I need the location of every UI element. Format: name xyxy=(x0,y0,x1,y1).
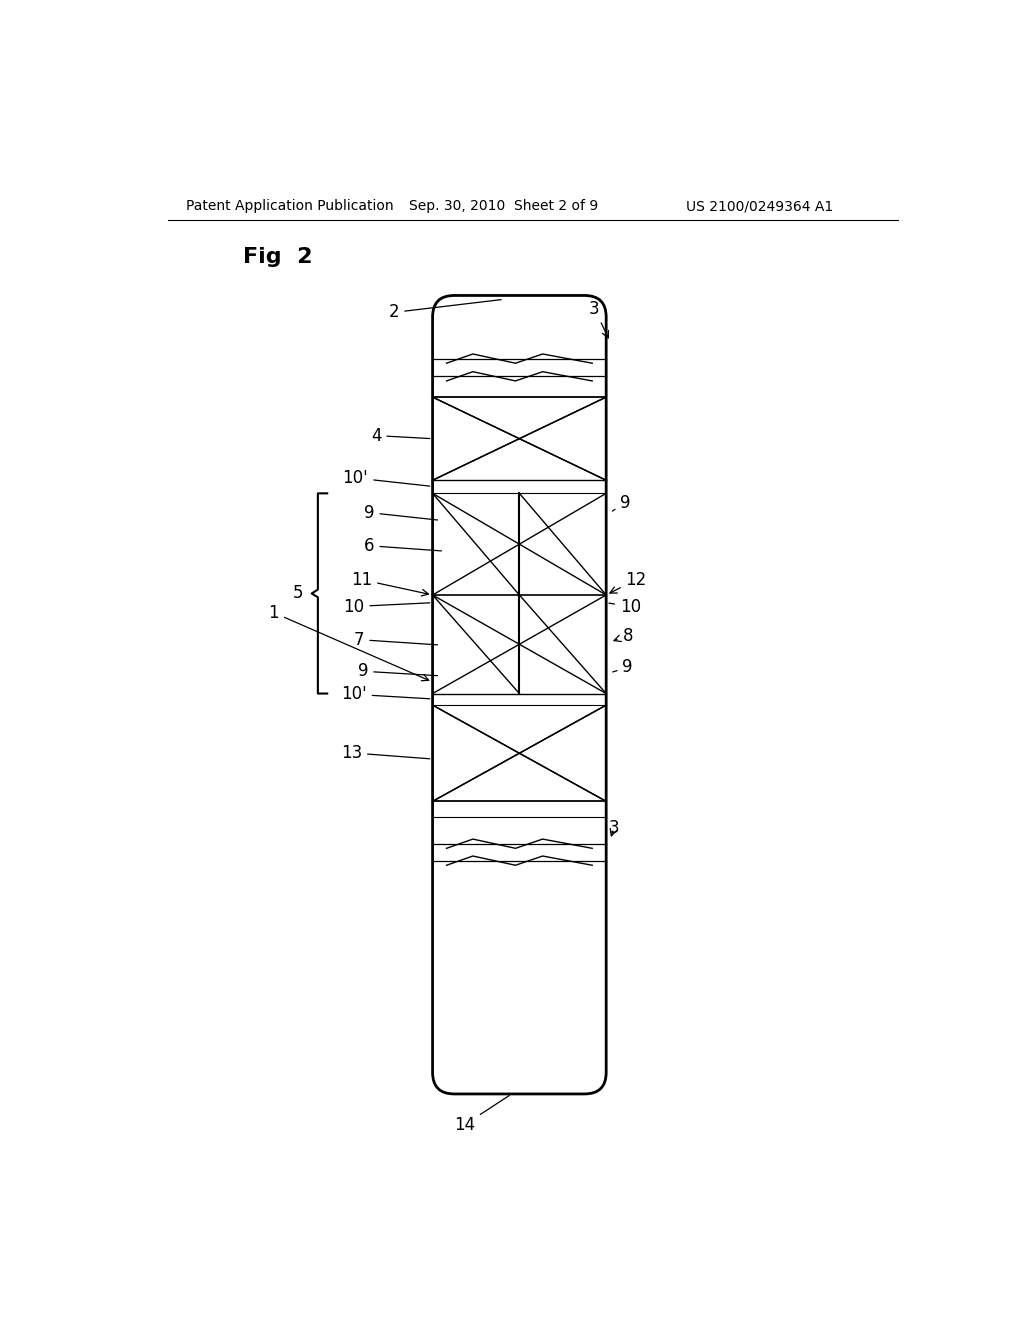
Text: 9: 9 xyxy=(357,663,437,680)
Text: 10': 10' xyxy=(342,469,430,487)
Text: 9: 9 xyxy=(612,659,633,676)
Text: 3: 3 xyxy=(608,820,620,837)
Text: 13: 13 xyxy=(341,744,430,762)
Text: 2: 2 xyxy=(389,300,501,321)
Text: 9: 9 xyxy=(364,504,437,521)
Text: 8: 8 xyxy=(614,627,633,644)
Text: 6: 6 xyxy=(364,537,441,554)
Text: 1: 1 xyxy=(268,603,429,681)
Text: 10: 10 xyxy=(609,598,641,615)
Text: 12: 12 xyxy=(610,570,647,593)
Text: 7: 7 xyxy=(354,631,437,648)
Text: 14: 14 xyxy=(454,1096,509,1134)
Text: 9: 9 xyxy=(612,494,631,512)
Text: 4: 4 xyxy=(371,426,430,445)
Text: 10: 10 xyxy=(343,598,430,615)
Text: 11: 11 xyxy=(351,570,428,595)
Text: Sep. 30, 2010  Sheet 2 of 9: Sep. 30, 2010 Sheet 2 of 9 xyxy=(409,199,598,213)
Text: Patent Application Publication: Patent Application Publication xyxy=(186,199,394,213)
Text: 5: 5 xyxy=(293,585,304,602)
Text: 3: 3 xyxy=(589,300,608,338)
Text: US 2100/0249364 A1: US 2100/0249364 A1 xyxy=(686,199,834,213)
Text: Fig  2: Fig 2 xyxy=(243,247,312,267)
Text: 10': 10' xyxy=(341,685,430,704)
